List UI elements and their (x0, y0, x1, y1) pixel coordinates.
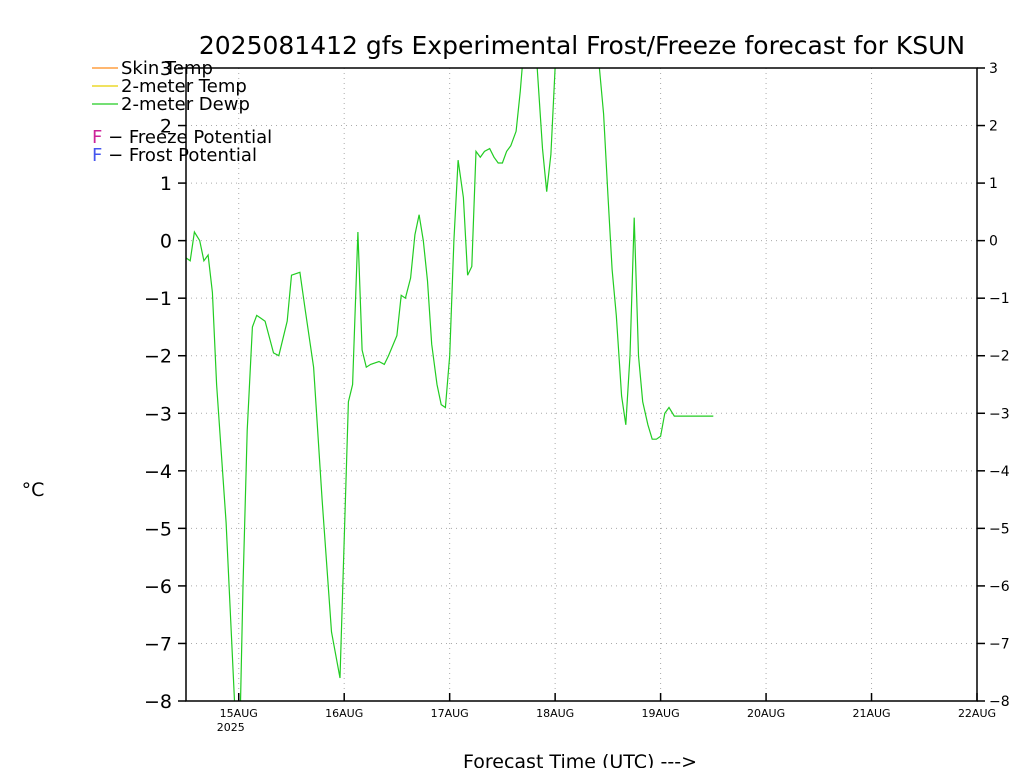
x-tick-label: 17AUG (431, 707, 469, 720)
x-axis-label: Forecast Time (UTC) ---> (463, 751, 697, 768)
x-tick-label: 18AUG (536, 707, 574, 720)
y-tick-label-right: −6 (989, 579, 1010, 595)
y-tick-label-left: 1 (160, 173, 172, 195)
y-axis-right: 3 2 1 0 −1 −2 −3 −4 −5 −6 −7 −8 (977, 61, 1010, 710)
x-tick-sublabel: 2025 (217, 721, 245, 734)
x-tick-label: 15AUG (220, 707, 258, 720)
y-tick-label-left: −6 (144, 576, 172, 598)
y-tick-label-left: −7 (144, 633, 172, 655)
y-tick-label-right: −8 (989, 694, 1010, 710)
y-tick-label-left: −5 (144, 518, 172, 540)
y-tick-label-right: −7 (989, 636, 1010, 652)
legend-label: Skin Temp (121, 58, 213, 79)
legend-potential: F − Freeze Potential (92, 127, 272, 148)
y-tick-label-left: 2 (160, 116, 172, 138)
y-tick-label-left: 3 (160, 58, 172, 80)
x-tick-label: 20AUG (747, 707, 785, 720)
legend-potential-letter: F (92, 127, 102, 148)
x-tick-label: 21AUG (852, 707, 890, 720)
legend-potential: F − Frost Potential (92, 145, 257, 166)
y-tick-label-right: 2 (989, 119, 998, 135)
y-axis-label: °C (22, 479, 45, 501)
y-tick-label-right: −3 (989, 406, 1010, 422)
y-tick-label-right: 3 (989, 61, 998, 77)
legend-potential-letter: F (92, 145, 102, 166)
series-layer (186, 68, 714, 701)
y-tick-label-left: −2 (144, 346, 172, 368)
series-line-2-meter-dewp (186, 68, 714, 701)
y-tick-label-left: −4 (144, 461, 172, 483)
x-tick-label: 19AUG (642, 707, 680, 720)
legend-label: 2-meter Dewp (121, 94, 250, 115)
legend-label: 2-meter Temp (121, 76, 247, 97)
y-tick-label-left: −8 (144, 691, 172, 713)
x-tick-label: 22AUG (958, 707, 996, 720)
y-tick-label-right: 0 (989, 234, 998, 250)
plot-frame (185, 67, 978, 702)
y-tick-label-right: −2 (989, 349, 1010, 365)
y-tick-label-right: 1 (989, 176, 998, 192)
y-tick-label-left: −1 (144, 288, 172, 310)
y-tick-label-right: −5 (989, 521, 1010, 537)
legend-potential-text: − Frost Potential (102, 145, 257, 166)
y-tick-label-left: 0 (160, 231, 172, 253)
chart-title: 2025081412 gfs Experimental Frost/Freeze… (199, 31, 965, 60)
x-tick-label: 16AUG (325, 707, 363, 720)
y-axis-left: 3 2 1 0 −1 −2 −3 −4 −5 −6 −7 −8 (144, 58, 186, 713)
y-tick-label-left: −3 (144, 403, 172, 425)
legend-potential-text: − Freeze Potential (102, 127, 272, 148)
y-tick-label-right: −1 (989, 291, 1010, 307)
y-tick-label-right: −4 (989, 464, 1010, 480)
